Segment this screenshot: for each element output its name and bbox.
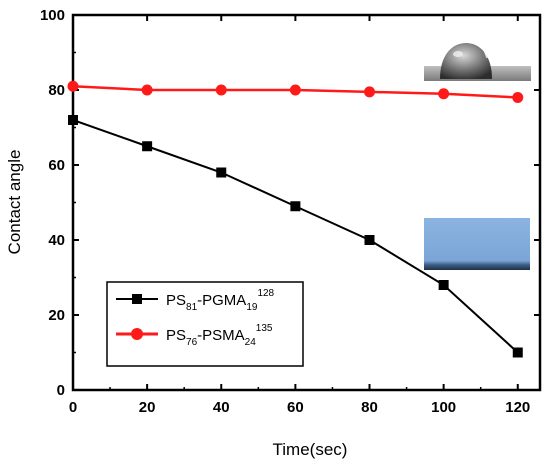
droplet-inset-image — [424, 38, 531, 82]
y-tick-label: 20 — [48, 307, 65, 324]
data-point-circle — [215, 84, 227, 96]
legend-entry-1: PS81-PGMA19128 — [116, 288, 275, 313]
y-tick-label: 60 — [48, 157, 65, 174]
y-tick-label: 40 — [48, 232, 65, 249]
data-point-circle — [364, 86, 376, 98]
series-markers — [67, 80, 524, 358]
data-point-square — [142, 141, 153, 152]
x-tick-label: 0 — [69, 399, 77, 416]
x-axis-title: Time(sec) — [273, 440, 348, 459]
data-point-circle — [438, 88, 450, 100]
y-tick-label: 0 — [57, 382, 65, 399]
data-point-square — [364, 235, 375, 245]
data-point-square — [290, 201, 301, 212]
x-tick-label: 40 — [213, 399, 230, 416]
data-point-square — [68, 115, 78, 125]
data-point-circle — [67, 80, 79, 92]
legend-marker-square — [132, 294, 142, 304]
ticks: 0 20 40 60 80 100 120 0 20 40 60 80 100 — [40, 7, 540, 416]
data-point-circle — [512, 92, 524, 103]
y-tick-label: 80 — [48, 82, 65, 99]
data-point-circle — [289, 84, 301, 96]
y-axis-title: Contact angle — [5, 150, 24, 255]
data-point-square — [512, 347, 523, 358]
data-point-square — [216, 167, 227, 178]
data-point-square — [438, 280, 449, 290]
x-tick-label: 100 — [431, 399, 456, 416]
y-tick-label: 100 — [40, 7, 65, 24]
legend: PS81-PGMA19128 PS76-PSMA24135 — [106, 281, 304, 367]
x-tick-label: 60 — [287, 399, 304, 416]
legend-label-2: PS76-PSMA24135 — [166, 323, 273, 348]
x-tick-label: 80 — [361, 399, 378, 416]
spread-film-inset-image — [424, 218, 530, 270]
x-tick-label: 20 — [139, 399, 156, 416]
legend-marker-circle — [131, 328, 143, 340]
data-point-circle — [141, 84, 153, 96]
legend-label-1: PS81-PGMA19128 — [166, 288, 275, 313]
x-tick-label: 120 — [505, 399, 530, 416]
legend-entry-2: PS76-PSMA24135 — [116, 323, 273, 348]
